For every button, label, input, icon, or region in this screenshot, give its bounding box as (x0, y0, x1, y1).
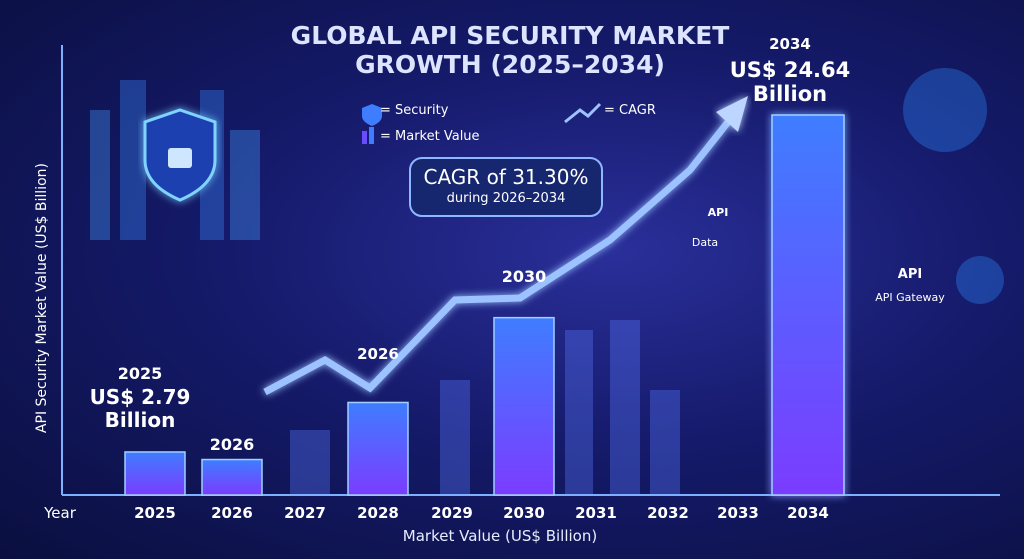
legend-item: = Security (380, 103, 449, 118)
bar (124, 451, 186, 496)
bar-year-label: 2030 (501, 267, 547, 286)
legend-item: = CAGR (604, 103, 656, 118)
annotation: Data (691, 236, 719, 249)
annotation: CAGR of 31.30% (423, 165, 589, 189)
x-tick-label: 2028 (357, 504, 399, 522)
bar-year-label: 2026 (209, 435, 255, 454)
legend-cagr-icon (564, 102, 602, 124)
bar-year-label: 2025 (117, 364, 163, 383)
x-tick-label: 2025 (134, 504, 176, 522)
bar (347, 401, 409, 496)
legend-security-icon (362, 104, 382, 126)
annotation: 2026 (357, 345, 399, 363)
cagr-arrow (263, 119, 731, 396)
annotation: during 2026–2034 (446, 191, 566, 206)
x-axis-title: Market Value (US$ Billion) (402, 527, 598, 545)
x-tick-label: 2027 (284, 504, 326, 522)
value-label: US$ 24.64 Billion (729, 58, 851, 107)
bar-year-label: 2034 (769, 35, 811, 53)
bar (493, 316, 555, 496)
annotation: API Gateway (875, 291, 945, 304)
x-tick-label: 2032 (647, 504, 689, 522)
cagr-arrow-head (716, 96, 748, 132)
shield-icon (143, 108, 217, 202)
x-label: Year (44, 504, 76, 522)
y-axis-title: API Security Market Value (US$ Billion) (33, 163, 50, 434)
x-tick-label: 2033 (717, 504, 759, 522)
x-tick-label: 2029 (431, 504, 473, 522)
bar (201, 458, 263, 496)
annotation: API (707, 206, 729, 219)
x-tick-label: 2026 (211, 504, 253, 522)
legend-bar-icon (362, 131, 367, 144)
x-tick-label: 2030 (503, 504, 545, 522)
legend-item: = Market Value (380, 129, 480, 144)
annotation: API (897, 267, 923, 282)
bar (771, 114, 845, 496)
x-tick-label: 2031 (575, 504, 617, 522)
value-label: US$ 2.79 Billion (89, 385, 191, 432)
legend-bar-icon (369, 127, 374, 144)
cagr-box (409, 157, 603, 217)
x-tick-label: 2034 (787, 504, 829, 522)
chart-title: GLOBAL API SECURITY MARKET GROWTH (2025–… (290, 21, 730, 79)
